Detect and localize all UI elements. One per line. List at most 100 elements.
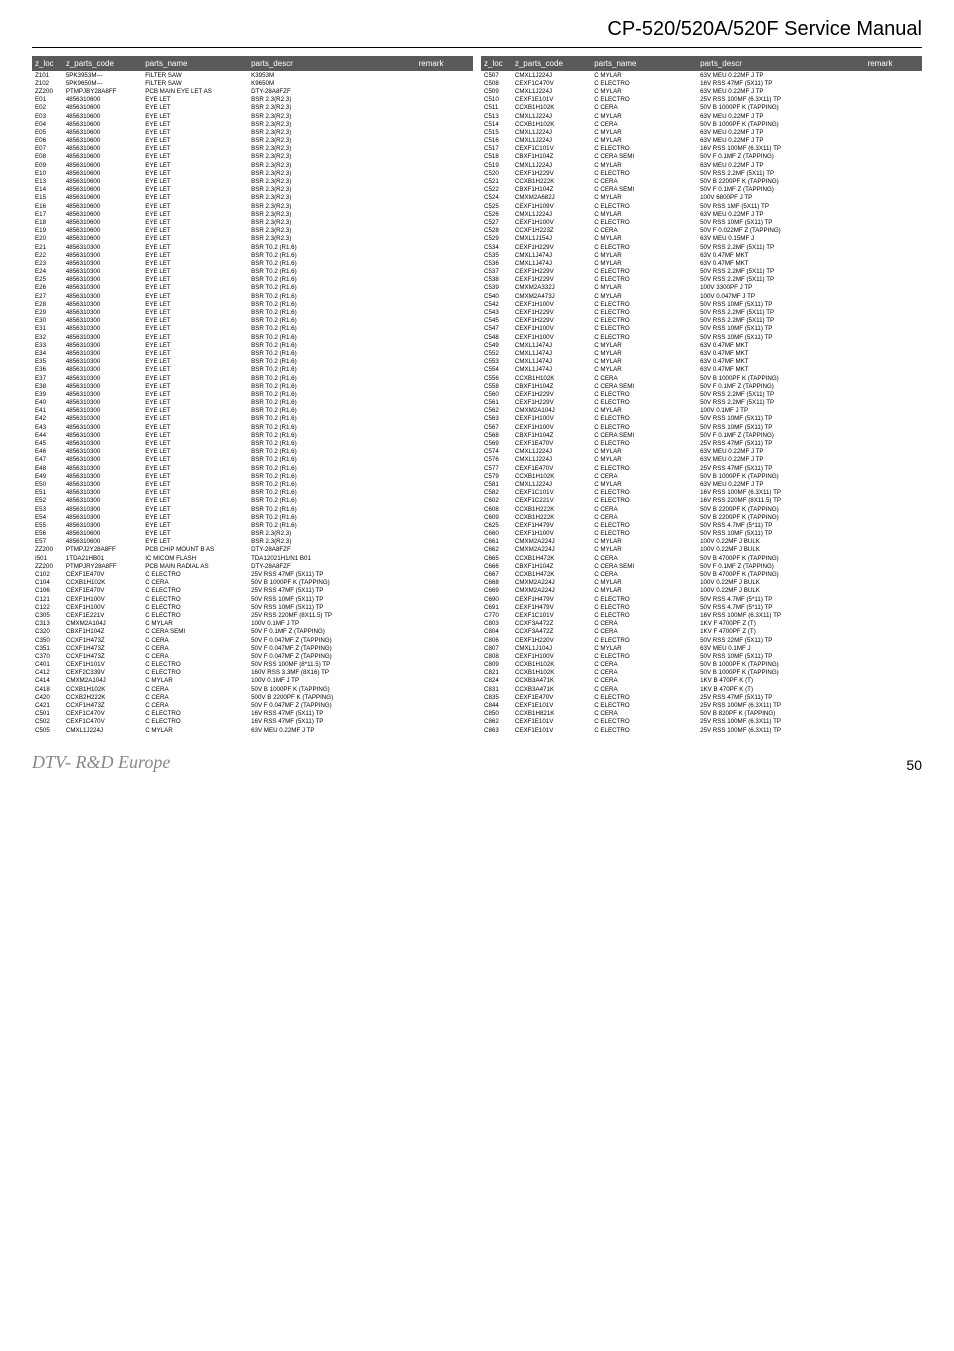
cell-zcode: CMXL1J474J bbox=[512, 259, 591, 267]
cell-pname: EYE LET bbox=[142, 366, 248, 374]
cell-pname: EYE LET bbox=[142, 202, 248, 210]
cell-zloc: Z101 bbox=[32, 71, 63, 79]
cell-pdesc: 63V MEU 0.22MF J TP bbox=[697, 137, 865, 145]
cell-pname: EYE LET bbox=[142, 521, 248, 529]
cell-zcode: CEXF1C101V bbox=[512, 145, 591, 153]
cell-zloc: E41 bbox=[32, 407, 63, 415]
cell-remark bbox=[416, 710, 473, 718]
cell-remark bbox=[865, 259, 922, 267]
cell-zcode: 4856310600 bbox=[63, 530, 142, 538]
cell-remark bbox=[416, 505, 473, 513]
table-row: C539CMXM2A332JC MYLAR100V 3300PF J TP bbox=[481, 284, 922, 292]
cell-pdesc: 50V RSS 10MF (5X11) TP bbox=[697, 325, 865, 333]
cell-remark bbox=[865, 587, 922, 595]
table-row: E234856310300EYE LETBSR T0.2 (R1.6) bbox=[32, 259, 473, 267]
table-row: C662CMXM2A224JC MYLAR100V 0.22MF J BULK bbox=[481, 546, 922, 554]
table-row: E354856310300EYE LETBSR T0.2 (R1.6) bbox=[32, 358, 473, 366]
cell-zcode: CCXB1H222K bbox=[512, 177, 591, 185]
cell-zloc: C121 bbox=[32, 595, 63, 603]
cell-remark bbox=[416, 374, 473, 382]
cell-pname: C ELECTRO bbox=[591, 243, 697, 251]
cell-zloc: C803 bbox=[481, 620, 512, 628]
cell-pname: C CERA SEMI bbox=[591, 431, 697, 439]
cell-pname: EYE LET bbox=[142, 480, 248, 488]
cell-zloc: C602 bbox=[481, 497, 512, 505]
cell-pname: C ELECTRO bbox=[591, 333, 697, 341]
cell-remark bbox=[865, 358, 922, 366]
cell-pname: EYE LET bbox=[142, 276, 248, 284]
cell-zcode: CEXF1H479V bbox=[512, 521, 591, 529]
cell-pdesc: 25V RSS 100MF (6.3X11) TP bbox=[697, 701, 865, 709]
cell-zloc: C831 bbox=[481, 685, 512, 693]
cell-zcode: CEXF1E101V bbox=[512, 726, 591, 734]
cell-zcode: PTMPJRY28A8FF bbox=[63, 562, 142, 570]
cell-zloc: C351 bbox=[32, 644, 63, 652]
cell-pname: EYE LET bbox=[142, 464, 248, 472]
table-row: E274856310300EYE LETBSR T0.2 (R1.6) bbox=[32, 292, 473, 300]
cell-remark bbox=[865, 390, 922, 398]
cell-zloc: E07 bbox=[32, 145, 63, 153]
cell-zloc: C824 bbox=[481, 677, 512, 685]
cell-zcode: CEXF1H109V bbox=[512, 202, 591, 210]
cell-remark bbox=[865, 210, 922, 218]
cell-remark bbox=[416, 489, 473, 497]
table-row: E484856310300EYE LETBSR T0.2 (R1.6) bbox=[32, 464, 473, 472]
cell-zloc: C502 bbox=[32, 718, 63, 726]
cell-zloc: C552 bbox=[481, 349, 512, 357]
cell-zloc: ZZ200 bbox=[32, 562, 63, 570]
cell-zcode: CMXL1J224J bbox=[512, 128, 591, 136]
cell-pdesc: 100V 0.1MF J TP bbox=[697, 407, 865, 415]
cell-zcode: CEXF1H229V bbox=[512, 399, 591, 407]
cell-zcode: CCXB1H821K bbox=[512, 710, 591, 718]
cell-remark bbox=[865, 513, 922, 521]
table-row: C569CEXF1E470VC ELECTRO25V RSS 47MF (5X1… bbox=[481, 439, 922, 447]
cell-remark bbox=[865, 268, 922, 276]
cell-zloc: C850 bbox=[481, 710, 512, 718]
cell-zloc: C625 bbox=[481, 521, 512, 529]
cell-zloc: E50 bbox=[32, 480, 63, 488]
cell-pname: C ELECTRO bbox=[142, 570, 248, 578]
cell-pname: C MYLAR bbox=[591, 251, 697, 259]
table-row: E204856310600EYE LETBSR 2.3(R2.3) bbox=[32, 235, 473, 243]
cell-zloc: E36 bbox=[32, 366, 63, 374]
cell-remark bbox=[865, 644, 922, 652]
cell-zcode: CMXM2A224J bbox=[512, 587, 591, 595]
cell-pdesc: BSR 2.3(R2.3) bbox=[248, 128, 416, 136]
cell-zcode: CEXF1H100V bbox=[512, 333, 591, 341]
cell-zcode: 4856310300 bbox=[63, 259, 142, 267]
cell-zloc: E49 bbox=[32, 472, 63, 480]
cell-remark bbox=[865, 554, 922, 562]
cell-zcode: 4856310300 bbox=[63, 448, 142, 456]
table-row: C518CBXF1H104ZC CERA SEMI50V F 0.1MF Z (… bbox=[481, 153, 922, 161]
cell-pname: EYE LET bbox=[142, 333, 248, 341]
cell-zcode: CEXF1C470V bbox=[512, 79, 591, 87]
cell-pdesc: BSR T0.2 (R1.6) bbox=[248, 308, 416, 316]
cell-pname: C CERA bbox=[591, 374, 697, 382]
footer: DTV- R&D Europe 50 bbox=[32, 752, 922, 773]
table-row: C807CMXL1J104JC MYLAR63V MEU 0.1MF J bbox=[481, 644, 922, 652]
cell-pdesc: 63V MEU 0.22MF J TP bbox=[697, 480, 865, 488]
table-row: E144856310600EYE LETBSR 2.3(R2.3) bbox=[32, 186, 473, 194]
table-row: C513CMXL1J224JC MYLAR63V MEU 0.22MF J TP bbox=[481, 112, 922, 120]
cell-zloc: C542 bbox=[481, 300, 512, 308]
table-row: C106CEXF1E470VC ELECTRO25V RSS 47MF (5X1… bbox=[32, 587, 473, 595]
cell-remark bbox=[865, 137, 922, 145]
cell-zloc: C862 bbox=[481, 718, 512, 726]
cell-pname: EYE LET bbox=[142, 227, 248, 235]
cell-pdesc: BSR T0.2 (R1.6) bbox=[248, 390, 416, 398]
cell-zcode: CEXF1H229V bbox=[512, 169, 591, 177]
cell-pname: EYE LET bbox=[142, 308, 248, 316]
cell-pdesc: BSR T0.2 (R1.6) bbox=[248, 243, 416, 251]
cell-pdesc: 50V RSS 10MF (5X11) TP bbox=[697, 415, 865, 423]
cell-zcode: CBXF1H104Z bbox=[512, 382, 591, 390]
cell-pname: C MYLAR bbox=[142, 726, 248, 734]
cell-remark bbox=[865, 726, 922, 734]
table-row: C527CEXF1H100VC ELECTRO50V RSS 10MF (5X1… bbox=[481, 218, 922, 226]
cell-pdesc: BSR 2.3(R2.3) bbox=[248, 145, 416, 153]
cell-pname: EYE LET bbox=[142, 292, 248, 300]
cell-zcode: 4856310300 bbox=[63, 317, 142, 325]
cell-zloc: C770 bbox=[481, 611, 512, 619]
cell-pname: C MYLAR bbox=[591, 349, 697, 357]
table-row: E504856310300EYE LETBSR T0.2 (R1.6) bbox=[32, 480, 473, 488]
table-row: C809CCXB1H102KC CERA50V B 1000PF K (TAPP… bbox=[481, 661, 922, 669]
